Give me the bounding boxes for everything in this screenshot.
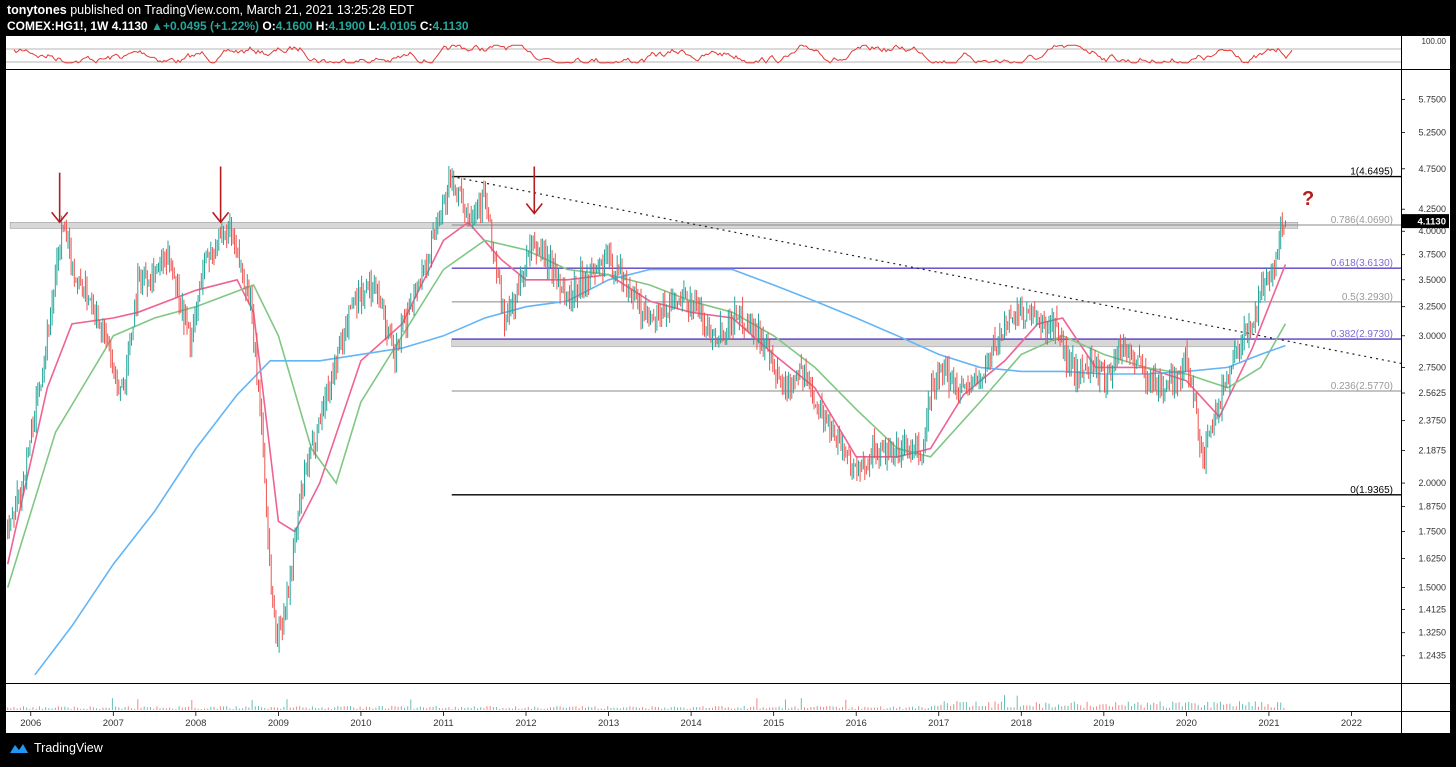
price-tick-18: 1.4125: [1418, 604, 1446, 614]
price-tick-17: 1.5000: [1418, 583, 1446, 593]
up-triangle-icon: ▲: [151, 19, 163, 33]
year-tick-15: 2021: [1258, 718, 1279, 729]
price-axis[interactable]: 5.7500 5.2500 4.7500 4.2500 4.0000 3.7500 3.50…: [1401, 36, 1449, 733]
down-arrow-head: [525, 203, 543, 215]
year-tick-14: 2020: [1176, 718, 1197, 729]
fib-label-3: 0.5(3.2930): [1342, 292, 1393, 303]
fib-label-0: 1(4.6495): [1350, 167, 1393, 178]
chart-area[interactable]: 100.00 1(4.6495) 0.786(4.0690) 0.618(3.613…: [6, 36, 1450, 733]
year-tick-11: 2017: [928, 718, 949, 729]
symbol-name[interactable]: COMEX:HG1!, 1W: [7, 19, 109, 33]
price-tick-11: 2.3750: [1418, 416, 1446, 426]
moving-average-0: [6, 221, 1287, 565]
shaded-zone-1: [451, 339, 1237, 348]
price-tick-0: 5.7500: [1418, 94, 1446, 104]
volume-panel: [6, 683, 1450, 710]
fib-label-1: 0.786(4.0690): [1331, 215, 1393, 226]
published-text: published on TradingView.com, March 21, …: [70, 3, 414, 17]
price-change: +0.0495 (+1.22%): [162, 19, 260, 33]
ohlc-high-value: 4.1900: [328, 19, 366, 33]
down-arrow-head: [211, 211, 230, 224]
ohlc-open-value: 4.1600: [275, 19, 313, 33]
rsi-line: [13, 44, 1293, 64]
year-tick-10: 2016: [846, 718, 867, 729]
trendline-layer[interactable]: [451, 175, 1402, 365]
tradingview-logo-icon: [10, 744, 28, 753]
rsi-label: 100.00: [1422, 37, 1447, 46]
price-tick-16: 1.6250: [1418, 554, 1446, 564]
symbol-line: COMEX:HG1!, 1W 4.1130 ▲+0.0495 (+1.22%) …: [7, 19, 469, 33]
price-tick-7: 3.2500: [1418, 302, 1446, 312]
brand-label: TradingView: [34, 741, 103, 755]
year-tick-7: 2013: [598, 718, 619, 729]
year-tick-0: 2006: [20, 718, 41, 729]
price-tick-3: 4.2500: [1418, 204, 1446, 214]
price-tick-20: 1.2435: [1418, 651, 1446, 661]
rsi-panel[interactable]: 100.00: [6, 36, 1450, 70]
price-tick-2: 4.7500: [1418, 164, 1446, 174]
fib-label-6: 0(1.9365): [1350, 485, 1393, 496]
down-arrow-head: [51, 211, 69, 224]
year-tick-16: 2022: [1341, 718, 1362, 729]
year-tick-4: 2010: [350, 718, 371, 729]
price-chart[interactable]: 100.00 1(4.6495) 0.786(4.0690) 0.618(3.613…: [6, 36, 1450, 733]
ohlc-open-label: O:: [262, 19, 276, 33]
year-tick-6: 2012: [515, 718, 536, 729]
year-tick-12: 2018: [1011, 718, 1032, 729]
year-tick-13: 2019: [1093, 718, 1114, 729]
fib-label-5: 0.236(2.5770): [1331, 381, 1393, 392]
price-tick-9: 2.7500: [1418, 362, 1446, 372]
ohlc-high-label: H:: [315, 19, 329, 33]
fib-label-2: 0.618(3.6130): [1331, 258, 1393, 269]
year-tick-8: 2014: [681, 718, 702, 729]
arrow-annotations: ?: [51, 166, 1314, 224]
last-price: 4.1130: [111, 19, 148, 33]
price-tick-15: 1.7500: [1418, 527, 1446, 537]
price-tick-4: 4.0000: [1418, 226, 1446, 236]
publish-line: tonytones published on TradingView.com, …: [7, 3, 414, 17]
question-mark-annotation: ?: [1302, 188, 1314, 210]
moving-average-2: [34, 268, 1286, 676]
ohlc-low-label: L:: [368, 19, 380, 33]
time-axis[interactable]: 2006 2007 2008 2009 2010 2011 2012 2013 2014 2015…: [6, 711, 1450, 730]
author-name[interactable]: tonytones: [7, 3, 67, 17]
down-arrow-0: [51, 172, 69, 224]
down-arrow-2: [525, 166, 543, 215]
price-tick-1: 5.2500: [1418, 127, 1446, 137]
ohlc-low-value: 4.0105: [379, 19, 417, 33]
down-arrow-1: [211, 166, 230, 224]
rsi-bg: [6, 36, 1401, 68]
price-tick-12: 2.1875: [1418, 446, 1446, 456]
candles-layer: [7, 166, 1286, 653]
price-tick-14: 1.8750: [1418, 502, 1446, 512]
chart-header: tonytones published on TradingView.com, …: [0, 0, 1456, 36]
year-tick-9: 2015: [763, 718, 784, 729]
descending-trendline[interactable]: [451, 175, 1402, 365]
fib-label-4: 0.382(2.9730): [1331, 329, 1393, 340]
ohlc-close-label: C:: [419, 19, 433, 33]
price-tick-8: 3.0000: [1418, 331, 1446, 341]
year-tick-5: 2011: [433, 718, 453, 729]
current-price-label: 4.1130: [1417, 217, 1446, 228]
year-tick-3: 2009: [268, 718, 289, 729]
footer-bar: [0, 733, 1456, 767]
tradingview-brand[interactable]: TradingView: [8, 741, 103, 755]
ohlc-close-value: 4.1130: [432, 19, 469, 33]
year-tick-2: 2008: [185, 718, 206, 729]
year-tick-1: 2007: [103, 718, 124, 729]
current-price-badge[interactable]: [1402, 214, 1449, 229]
price-tick-5: 3.7500: [1418, 250, 1446, 260]
price-tick-6: 3.5000: [1418, 275, 1446, 285]
price-tick-19: 1.3250: [1418, 628, 1446, 638]
price-tick-13: 2.0000: [1418, 478, 1446, 488]
price-tick-10: 2.5625: [1418, 388, 1446, 398]
